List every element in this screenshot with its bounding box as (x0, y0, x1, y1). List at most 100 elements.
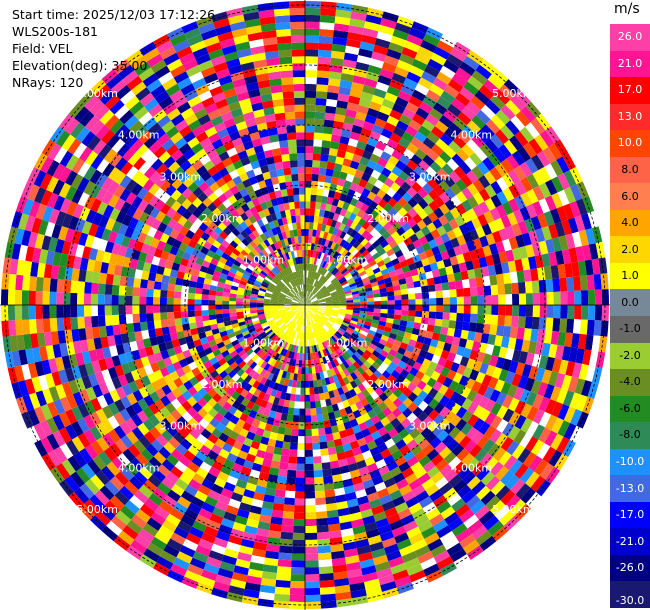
velocity-gate (350, 11, 367, 22)
velocity-gate (352, 240, 361, 249)
velocity-gate (461, 452, 475, 467)
velocity-gate (517, 447, 531, 464)
velocity-gate (449, 305, 457, 313)
velocity-gate (173, 311, 182, 319)
velocity-gate (526, 421, 539, 437)
velocity-gate (359, 307, 368, 312)
velocity-gate (380, 296, 388, 302)
velocity-gate (321, 316, 329, 322)
velocity-gate (438, 384, 449, 396)
velocity-gate (466, 50, 484, 65)
velocity-gate (406, 282, 415, 289)
velocity-gate (403, 237, 413, 247)
velocity-gate (463, 296, 471, 305)
velocity-gate (402, 397, 413, 408)
velocity-gate (15, 274, 24, 291)
velocity-gate (490, 402, 502, 416)
velocity-gate (386, 290, 395, 297)
velocity-gate (15, 319, 24, 336)
velocity-gate (492, 148, 507, 163)
velocity-gate (484, 295, 492, 305)
velocity-gate (324, 112, 336, 121)
velocity-gate (521, 232, 532, 246)
velocity-gate (369, 277, 378, 284)
velocity-gate (297, 373, 302, 381)
velocity-gate (487, 520, 504, 536)
velocity-gate (173, 305, 181, 312)
velocity-gate (363, 360, 372, 369)
velocity-gate (511, 247, 522, 261)
velocity-gate (505, 99, 521, 116)
velocity-gate (386, 248, 395, 257)
velocity-gate (342, 333, 350, 340)
velocity-gate (194, 305, 202, 311)
velocity-gate (456, 312, 464, 322)
velocity-gate (345, 313, 353, 318)
velocity-gate (530, 268, 539, 282)
velocity-gate (323, 279, 330, 286)
velocity-gate (325, 302, 333, 304)
velocity-gate (477, 383, 489, 396)
velocity-gate (348, 356, 356, 365)
velocity-gate (476, 314, 485, 324)
velocity-gate (377, 279, 386, 286)
velocity-gate (598, 257, 608, 274)
velocity-gate (351, 332, 359, 339)
velocity-gate (347, 32, 363, 42)
velocity-gate (352, 310, 360, 314)
velocity-gate (472, 360, 483, 372)
velocity-gate (388, 207, 398, 218)
velocity-gate (431, 453, 444, 467)
velocity-gate (452, 226, 463, 238)
velocity-gate (385, 322, 393, 329)
velocity-gate (518, 305, 527, 317)
velocity-gate (465, 339, 474, 350)
velocity-gate (413, 165, 426, 177)
velocity-gate (378, 134, 390, 145)
velocity-gate (387, 337, 396, 345)
velocity-gate (326, 440, 336, 449)
velocity-gate (319, 318, 326, 325)
velocity-gate (337, 339, 345, 347)
velocity-gate (305, 104, 316, 112)
velocity-gate (139, 287, 147, 297)
velocity-gate (308, 222, 314, 230)
velocity-gate (345, 274, 353, 281)
velocity-gate (325, 300, 333, 303)
velocity-gate (346, 326, 355, 333)
velocity-gate (327, 240, 334, 249)
velocity-gate (166, 297, 174, 305)
velocity-gate (49, 278, 58, 292)
velocity-gate (453, 41, 471, 56)
velocity-gate (305, 560, 319, 568)
velocity-gate (532, 292, 540, 305)
velocity-gate (305, 305, 311, 310)
velocity-gate (333, 191, 342, 200)
velocity-gate (321, 277, 327, 284)
velocity-gate (418, 438, 430, 450)
velocity-gate (440, 366, 451, 378)
velocity-gate (356, 254, 365, 262)
velocity-gate (442, 342, 452, 352)
velocity-gate (305, 401, 311, 409)
velocity-gate (346, 144, 357, 154)
velocity-gate (310, 308, 317, 314)
velocity-gate (408, 262, 417, 271)
velocity-gate (308, 293, 314, 300)
velocity-gate (480, 124, 495, 139)
velocity-gate (433, 276, 442, 285)
velocity-gate (438, 333, 447, 343)
velocity-gate (320, 223, 327, 232)
velocity-gate (112, 274, 121, 286)
velocity-gate (344, 315, 352, 320)
velocity-gate (346, 235, 354, 244)
velocity-gate (318, 319, 325, 326)
velocity-gate (360, 305, 368, 309)
velocity-gate (418, 251, 428, 261)
velocity-gate (352, 75, 366, 85)
velocity-gate (326, 509, 339, 519)
velocity-gate (98, 325, 108, 338)
velocity-gate (371, 124, 384, 135)
velocity-gate (434, 253, 443, 263)
velocity-gate (420, 225, 431, 236)
